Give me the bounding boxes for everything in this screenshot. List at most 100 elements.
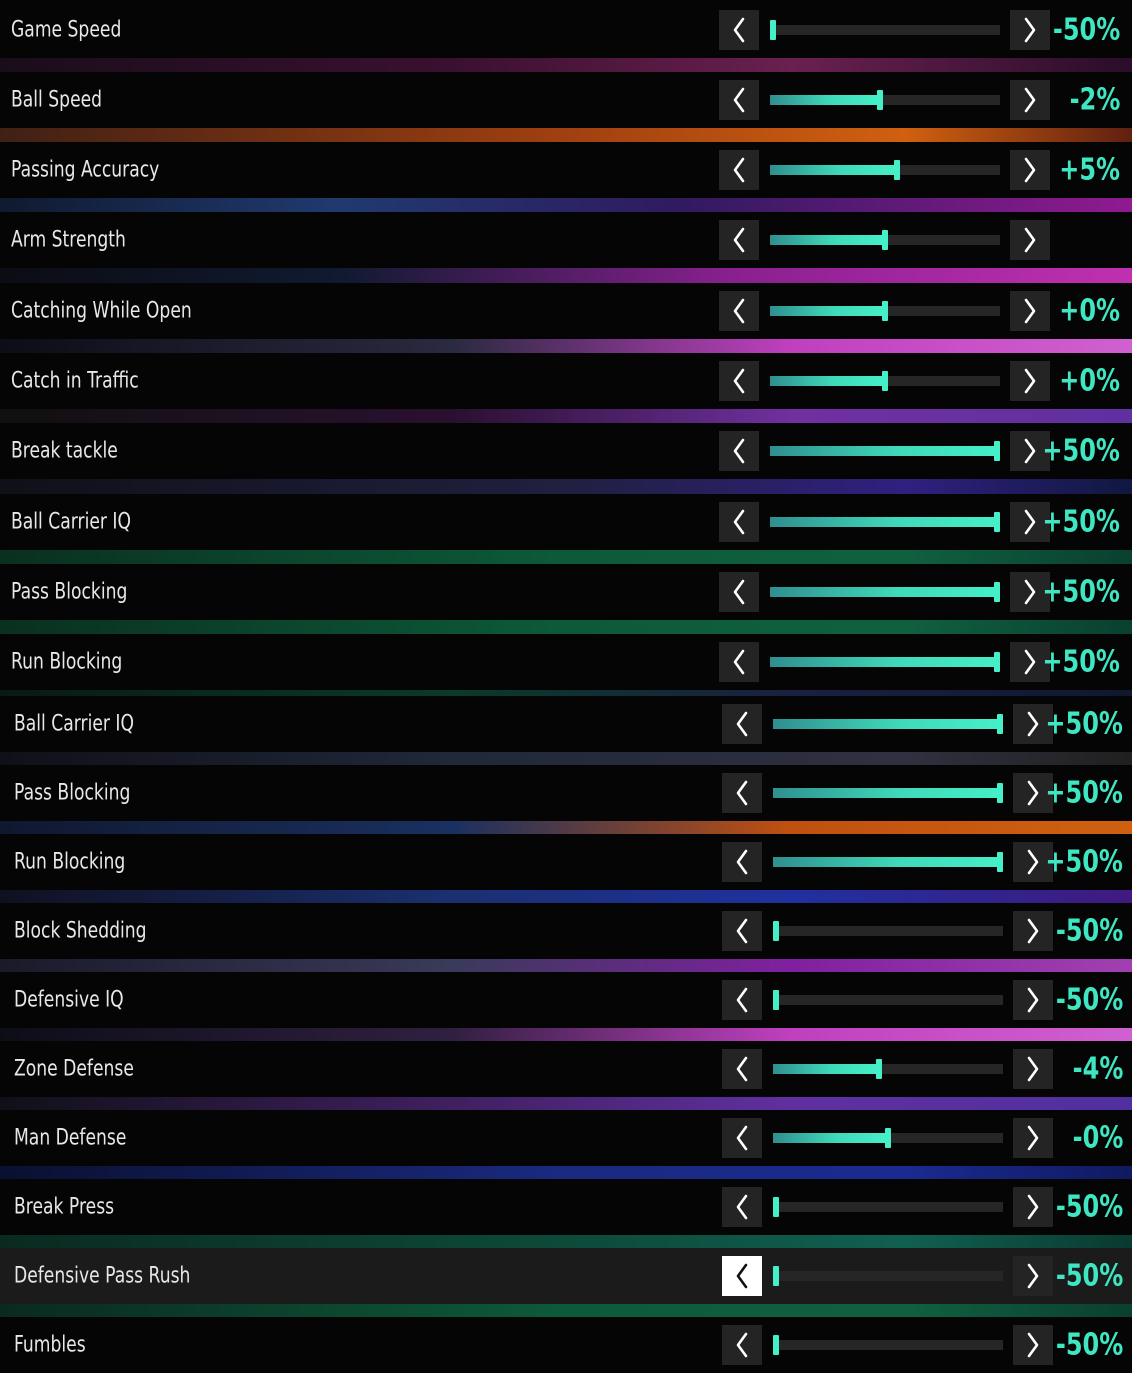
increase-button[interactable] [1013,842,1053,882]
increase-button[interactable] [1010,150,1050,190]
decrease-button[interactable] [722,1325,762,1365]
decrease-button[interactable] [719,220,759,260]
setting-row[interactable]: Game Speed -50% [0,2,1132,58]
increase-button[interactable] [1013,1256,1053,1296]
setting-row[interactable]: Break tackle +50% [0,423,1132,479]
decrease-button[interactable] [719,10,759,50]
slider-thumb[interactable] [894,160,900,180]
slider-track[interactable] [770,160,1000,180]
increase-button[interactable] [1010,220,1050,260]
slider-thumb[interactable] [994,652,1000,672]
increase-button[interactable] [1013,1325,1053,1365]
increase-button[interactable] [1010,431,1050,471]
decrease-button[interactable] [719,431,759,471]
decrease-button[interactable] [719,642,759,682]
slider-track[interactable] [773,1335,1003,1355]
slider-track[interactable] [770,512,1000,532]
slider-thumb[interactable] [997,852,1003,872]
slider-track[interactable] [770,652,1000,672]
setting-row[interactable]: Defensive Pass Rush -50% [0,1248,1132,1304]
slider-track[interactable] [770,20,1000,40]
decrease-button[interactable] [722,1049,762,1089]
slider-track[interactable] [773,1128,1003,1148]
setting-row[interactable]: Catching While Open +0% [0,283,1132,339]
slider-track[interactable] [770,371,1000,391]
increase-button[interactable] [1013,911,1053,951]
increase-button[interactable] [1010,80,1050,120]
setting-row[interactable]: Run Blocking +50% [0,834,1132,890]
slider-thumb[interactable] [994,441,1000,461]
slider-thumb[interactable] [882,301,888,321]
slider-thumb[interactable] [773,1197,779,1217]
increase-button[interactable] [1010,361,1050,401]
slider-track[interactable] [773,1059,1003,1079]
decrease-button[interactable] [719,150,759,190]
decrease-button[interactable] [722,1256,762,1296]
setting-row[interactable]: Defensive IQ -50% [0,972,1132,1028]
slider-track[interactable] [770,582,1000,602]
slider-track[interactable] [773,990,1003,1010]
decrease-button[interactable] [722,980,762,1020]
setting-row[interactable]: Break Press -50% [0,1179,1132,1235]
slider-thumb[interactable] [885,1128,891,1148]
setting-row[interactable]: Pass Blocking +50% [0,564,1132,620]
slider-track[interactable] [770,90,1000,110]
slider-thumb[interactable] [876,1059,882,1079]
decrease-button[interactable] [722,1118,762,1158]
decrease-button[interactable] [722,911,762,951]
slider-thumb[interactable] [997,783,1003,803]
slider-track[interactable] [770,301,1000,321]
increase-button[interactable] [1013,1187,1053,1227]
slider-thumb[interactable] [994,512,1000,532]
setting-row[interactable]: Ball Carrier IQ +50% [0,696,1132,752]
slider-thumb[interactable] [997,714,1003,734]
slider-thumb[interactable] [994,582,1000,602]
setting-row[interactable]: Fumbles -50% [0,1317,1132,1373]
slider-thumb[interactable] [773,1266,779,1286]
setting-row[interactable]: Man Defense -0% [0,1110,1132,1166]
increase-button[interactable] [1010,291,1050,331]
slider-track[interactable] [773,783,1003,803]
increase-button[interactable] [1013,704,1053,744]
slider-thumb[interactable] [882,230,888,250]
decrease-button[interactable] [722,842,762,882]
decrease-button[interactable] [722,1187,762,1227]
slider-track[interactable] [770,441,1000,461]
increase-button[interactable] [1013,1049,1053,1089]
slider-thumb[interactable] [773,1335,779,1355]
decrease-button[interactable] [722,773,762,813]
slider-track[interactable] [773,1197,1003,1217]
setting-row[interactable]: Ball Carrier IQ +50% [0,494,1132,550]
slider-track[interactable] [773,1266,1003,1286]
slider-thumb[interactable] [882,371,888,391]
decrease-button[interactable] [719,572,759,612]
increase-button[interactable] [1013,773,1053,813]
slider-thumb[interactable] [773,990,779,1010]
increase-button[interactable] [1013,980,1053,1020]
increase-button[interactable] [1010,502,1050,542]
slider-thumb[interactable] [770,20,776,40]
slider-thumb[interactable] [773,921,779,941]
decrease-button[interactable] [719,502,759,542]
increase-button[interactable] [1010,10,1050,50]
setting-row[interactable]: Zone Defense -4% [0,1041,1132,1097]
decrease-button[interactable] [719,80,759,120]
setting-row[interactable]: Run Blocking +50% [0,634,1132,690]
setting-row[interactable]: Block Shedding -50% [0,903,1132,959]
slider-track[interactable] [773,921,1003,941]
increase-button[interactable] [1010,642,1050,682]
setting-row[interactable]: Catch in Traffic +0% [0,353,1132,409]
slider-thumb[interactable] [877,90,883,110]
slider-track[interactable] [773,852,1003,872]
setting-row[interactable]: Ball Speed -2% [0,72,1132,128]
slider-track[interactable] [770,230,1000,250]
decrease-button[interactable] [722,704,762,744]
slider-track[interactable] [773,714,1003,734]
setting-row[interactable]: Arm Strength [0,212,1132,268]
decrease-button[interactable] [719,291,759,331]
setting-row[interactable]: Passing Accuracy +5% [0,142,1132,198]
decrease-button[interactable] [719,361,759,401]
increase-button[interactable] [1013,1118,1053,1158]
increase-button[interactable] [1010,572,1050,612]
setting-row[interactable]: Pass Blocking +50% [0,765,1132,821]
